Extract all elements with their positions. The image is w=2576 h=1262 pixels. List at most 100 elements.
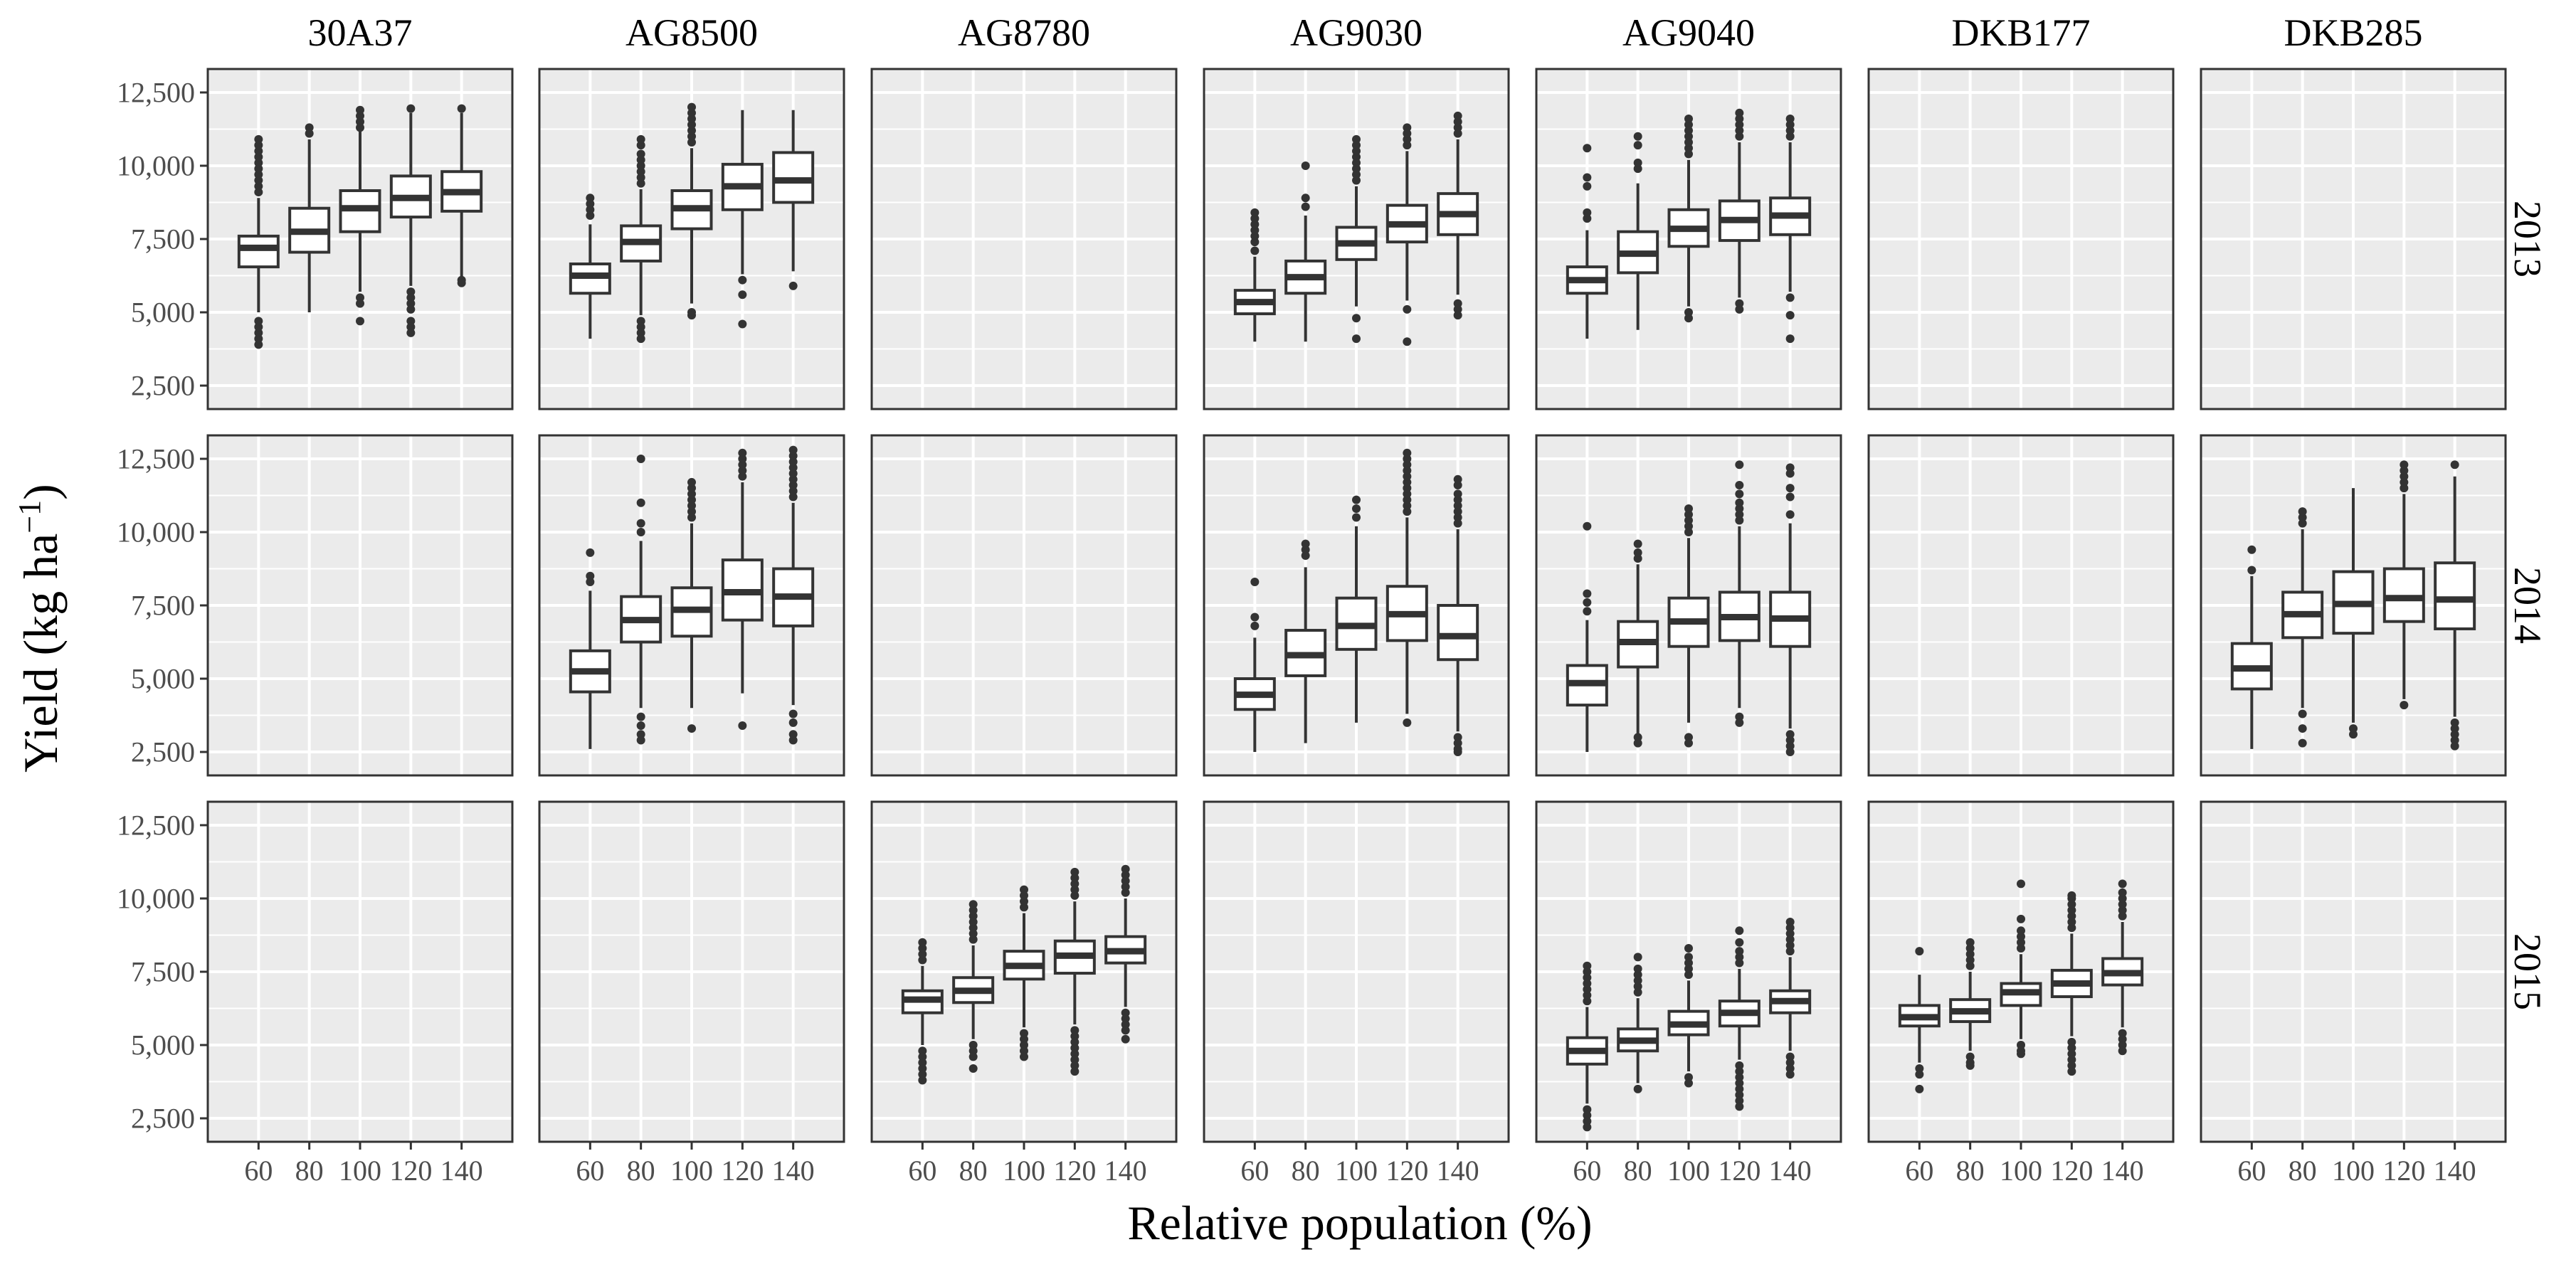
outlier-point (738, 290, 747, 299)
x-tick-label: 120 (1718, 1155, 1761, 1187)
outlier-point (1583, 598, 1592, 607)
outlier-point (1735, 1102, 1744, 1111)
outlier-point (1735, 132, 1744, 141)
outlier-point (2298, 724, 2307, 733)
panel-border (1203, 434, 1510, 777)
outlier-point (636, 527, 645, 536)
outlier-point (1301, 202, 1310, 211)
outlier-point (1915, 947, 1924, 956)
box-60 (1566, 961, 1608, 1132)
y-tick-label: 12,500 (117, 442, 195, 474)
box-80 (1284, 539, 1327, 743)
x-tick-label: 140 (2101, 1155, 2144, 1187)
outlier-point (1121, 888, 1130, 897)
outlier-point (1020, 891, 1028, 900)
outlier-point (2349, 730, 2358, 739)
panel-AG9040-2013 (1535, 68, 1842, 410)
outlier-point (1785, 469, 1795, 478)
box-60 (1566, 144, 1608, 339)
outlier-point (1965, 938, 1975, 947)
y-tick-label: 2,500 (131, 736, 195, 768)
outlier-point (1453, 311, 1462, 320)
outlier-point (788, 474, 798, 484)
outlier-point (356, 117, 364, 127)
box-100 (2000, 879, 2042, 1059)
outlier-point (1583, 967, 1592, 976)
outlier-point (1020, 885, 1028, 894)
outlier-point (1070, 1037, 1080, 1046)
outlier-point (1070, 879, 1080, 889)
outlier-point (1583, 1123, 1592, 1132)
outlier-point (1785, 334, 1795, 344)
outlier-point (1583, 961, 1592, 970)
outlier-point (918, 1058, 927, 1067)
outlier-point (918, 950, 927, 959)
outlier-point (1735, 1096, 1744, 1105)
outlier-point (1583, 979, 1592, 988)
panel-AG9030-2014 (1203, 434, 1510, 777)
outlier-point (1735, 481, 1744, 490)
box-60 (2230, 545, 2273, 749)
outlier-point (636, 454, 645, 463)
outlier-point (1965, 1052, 1975, 1061)
outlier-point (1633, 982, 1642, 991)
outlier-point (2298, 519, 2307, 528)
outlier-point (2118, 1046, 2127, 1056)
outlier-point (1070, 874, 1080, 883)
x-tick-label: 120 (1385, 1155, 1428, 1187)
outlier-point (1583, 1105, 1592, 1114)
outlier-point (1121, 1034, 1130, 1044)
panel-border (1867, 68, 2175, 410)
panel-border (538, 434, 845, 777)
outlier-point (918, 944, 927, 953)
outlier-point (1070, 1055, 1080, 1064)
outlier-point (1684, 308, 1693, 317)
outlier-point (2298, 738, 2307, 748)
outlier-point (2067, 1049, 2076, 1059)
outlier-point (1583, 985, 1592, 994)
outlier-point (918, 1070, 927, 1079)
x-tick-label: 100 (339, 1155, 381, 1187)
outlier-point (968, 935, 978, 944)
x-tick-label: 120 (2050, 1155, 2093, 1187)
box-100 (670, 477, 713, 733)
panel-AG8780-2013 (870, 68, 1178, 410)
outlier-point (1250, 621, 1260, 630)
outlier-point (788, 281, 798, 290)
panel-border (2200, 68, 2507, 410)
outlier-point (1785, 492, 1795, 502)
outlier-point (788, 451, 798, 460)
outlier-point (1785, 1064, 1795, 1073)
x-tick-label: 140 (2434, 1155, 2476, 1187)
outlier-point (1020, 1041, 1028, 1050)
outlier-point (1785, 126, 1795, 135)
outlier-point (1403, 489, 1412, 499)
outlier-point (1785, 923, 1795, 933)
outlier-point (1453, 481, 1462, 490)
x-axis-title: Relative population (%) (1127, 1196, 1592, 1250)
outlier-point (1403, 477, 1412, 487)
outlier-point (1121, 1026, 1130, 1035)
outlier-point (1583, 1110, 1592, 1120)
outlier-point (738, 448, 747, 457)
outlier-point (1453, 117, 1462, 127)
outlier-point (968, 1046, 978, 1056)
box-100 (339, 105, 381, 326)
outlier-point (1453, 111, 1462, 120)
x-tick-label: 100 (670, 1155, 713, 1187)
x-tick-label: 60 (2237, 1155, 2266, 1187)
outlier-point (1915, 1084, 1924, 1093)
panel-border (870, 434, 1178, 777)
outlier-point (738, 721, 747, 730)
outlier-point (1735, 926, 1744, 935)
strip-label-2013: 2013 (2506, 201, 2549, 277)
box-60 (1233, 578, 1276, 753)
outlier-point (1915, 1070, 1924, 1079)
outlier-point (1735, 1061, 1744, 1070)
outlier-point (687, 108, 696, 117)
outlier-point (2247, 566, 2256, 575)
outlier-point (687, 507, 696, 516)
box-140 (440, 104, 483, 287)
outlier-point (2118, 900, 2127, 909)
outlier-point (918, 1046, 927, 1056)
